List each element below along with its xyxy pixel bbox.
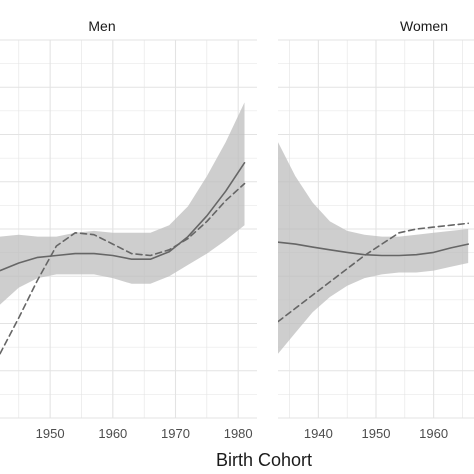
facet-panel-men: Men 1950 1960 1970 1980: [0, 18, 257, 441]
facet-title-men: Men: [88, 18, 115, 34]
series-line-solid-men: [0, 162, 246, 272]
series-line-dashed-men: [0, 182, 246, 355]
x-axis-title: Birth Cohort: [216, 450, 312, 470]
plot-area-women: [278, 142, 470, 354]
confidence-band-women: [278, 142, 469, 354]
facet-title-women: Women: [400, 18, 448, 34]
series-line-dashed-women: [278, 222, 470, 323]
x-tick-label: 1960: [98, 426, 127, 441]
x-tick-label: 1950: [362, 426, 391, 441]
x-tick-label: 1980: [224, 426, 253, 441]
x-tick-label: 1950: [36, 426, 65, 441]
facet-panel-women: Women 1940 1950 1960: [278, 18, 474, 441]
series-line-solid-women: [278, 241, 470, 257]
x-tick-label: 1940: [304, 426, 333, 441]
grid-men: [0, 39, 257, 419]
confidence-band-men: [0, 102, 245, 305]
plot-area-men: [0, 102, 246, 355]
x-tick-label: 1960: [419, 426, 448, 441]
x-tick-label: 1970: [161, 426, 190, 441]
